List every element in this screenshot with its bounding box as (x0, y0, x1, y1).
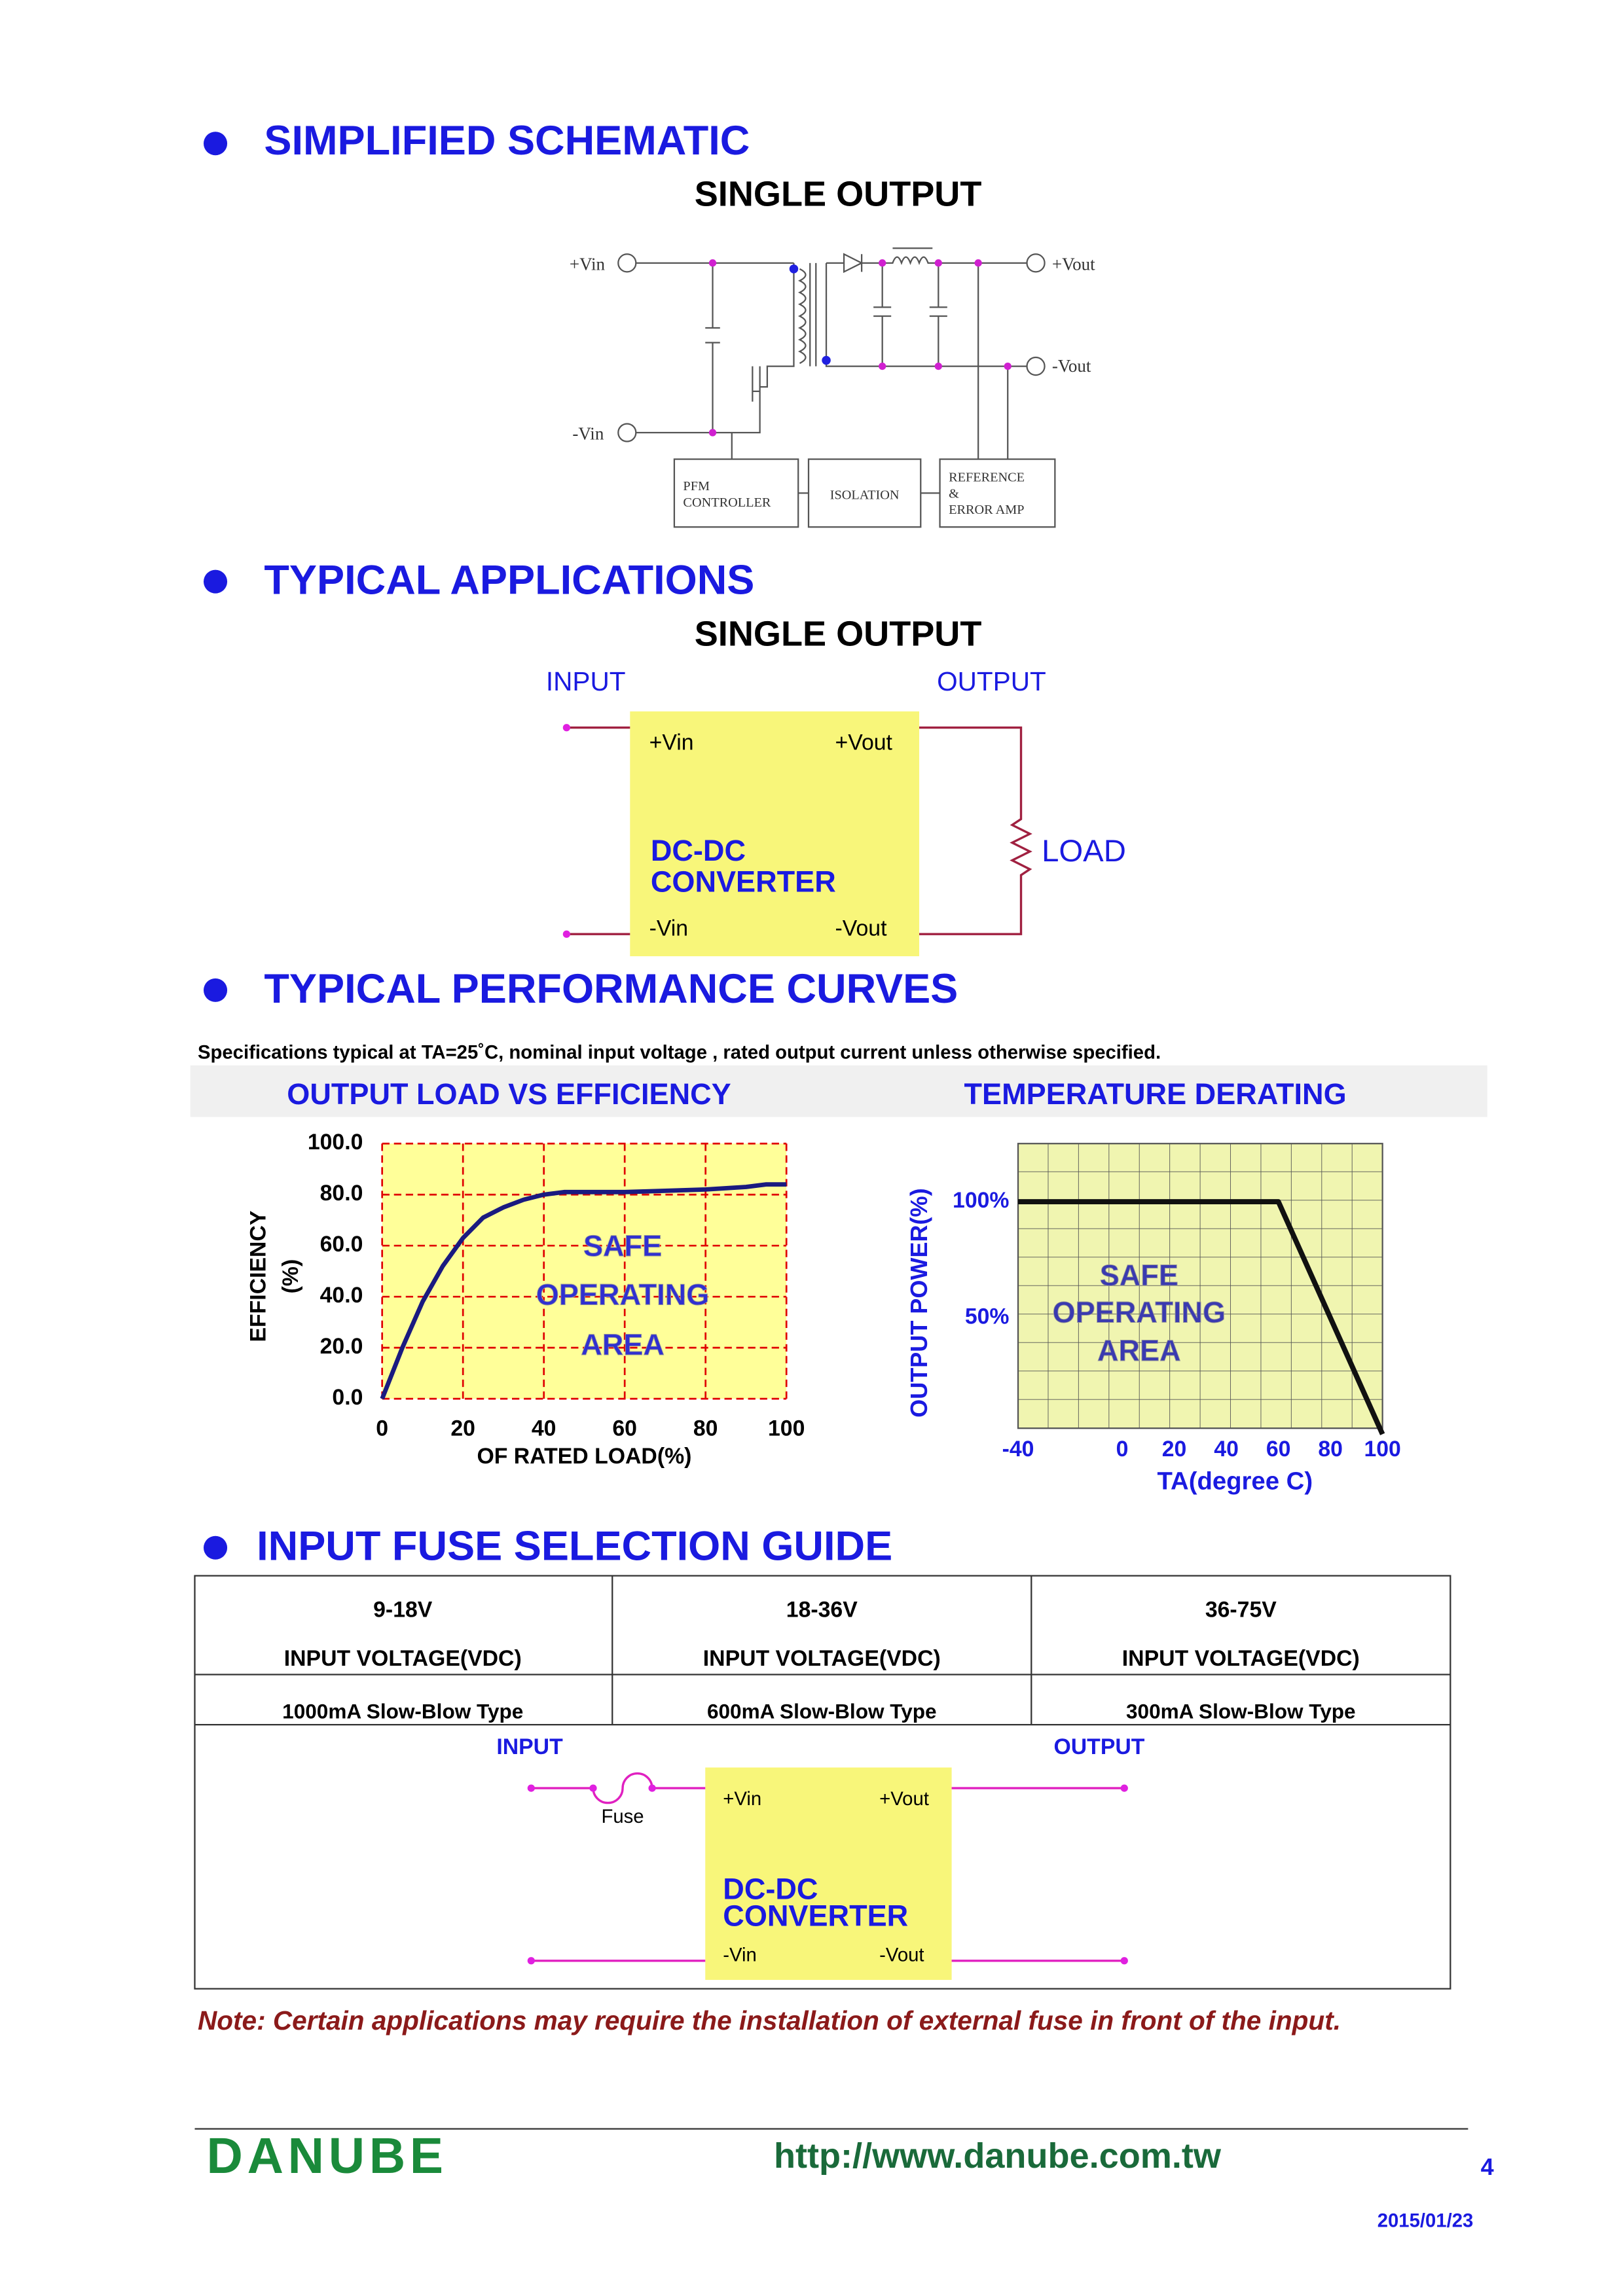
y-tick-label: 20.0 (320, 1334, 363, 1359)
pin-label: +Vout (879, 1788, 929, 1810)
y-tick-label: 0.0 (332, 1385, 363, 1410)
table-cell: 600mA Slow-Blow Type (707, 1699, 937, 1723)
table-cell: 300mA Slow-Blow Type (1126, 1699, 1356, 1723)
output-label: OUTPUT (937, 666, 1046, 696)
section-title: INPUT FUSE SELECTION GUIDE (257, 1524, 892, 1570)
block-label: REFERENCE (949, 471, 1025, 485)
pin-label: -Vin (572, 424, 604, 444)
subtitle: SINGLE OUTPUT (695, 614, 982, 653)
section-title: SIMPLIFIED SCHEMATIC (264, 118, 750, 164)
x-tick-label: 60 (1266, 1437, 1291, 1462)
converter-label: CONVERTER (651, 865, 836, 899)
y-tick-label: 100.0 (308, 1130, 363, 1155)
fuse-label: Fuse (601, 1806, 644, 1827)
y-tick-label: 60.0 (320, 1232, 363, 1257)
block-label: & (949, 486, 959, 501)
x-tick-label: 0 (376, 1416, 388, 1441)
brand: DANUBE (207, 2128, 448, 2184)
annotation: OPERATING (1053, 1296, 1226, 1329)
annotation: AREA (581, 1328, 665, 1361)
table-cell: 1000mA Slow-Blow Type (282, 1699, 523, 1723)
output-label: OUTPUT (1053, 1734, 1144, 1759)
fuse-note: Note: Certain applications may require t… (198, 2005, 1341, 2036)
y-axis-label: OUTPUT POWER(%) (905, 1188, 932, 1417)
derating-chart (1017, 1143, 1383, 1429)
annotation: AREA (1097, 1334, 1181, 1367)
subtitle: SINGLE OUTPUT (695, 175, 982, 214)
block-label: ISOLATION (830, 488, 900, 503)
table-header: INPUT VOLTAGE(VDC) (284, 1646, 522, 1671)
pin-label: -Vin (723, 1945, 757, 1966)
curve (380, 1182, 787, 1400)
date: 2015/01/23 (1377, 2210, 1474, 2231)
x-tick-label: 20 (1162, 1437, 1187, 1462)
annotation: SAFE (1100, 1259, 1178, 1292)
table-header: 18-36V (786, 1598, 858, 1623)
section-title: TYPICAL APPLICATIONS (264, 558, 754, 603)
application-diagram (562, 711, 1032, 957)
page-number: 4 (1481, 2153, 1494, 2180)
curve (1018, 1199, 1385, 1435)
converter-label: DC-DC (723, 1873, 818, 1906)
pin-label: +Vin (649, 730, 694, 755)
pin-label: -Vout (879, 1945, 924, 1966)
x-tick-label: 40 (532, 1416, 556, 1441)
spec-note: Specifications typical at TA=25˚C, nomin… (198, 1042, 1161, 1064)
y-axis-label: EFFICIENCY (246, 1211, 271, 1342)
x-axis-label: TA(degree C) (1157, 1467, 1313, 1496)
annotation: SAFE (583, 1229, 662, 1263)
pin-label: -Vin (649, 916, 689, 941)
x-tick-label: 20 (450, 1416, 475, 1441)
x-axis-label: OF RATED LOAD(%) (477, 1444, 691, 1469)
y-tick-label: 40.0 (320, 1283, 363, 1308)
pin-label: -Vout (1052, 356, 1091, 376)
efficiency-chart (381, 1142, 788, 1400)
x-tick-label: 100 (768, 1416, 805, 1441)
table-header: INPUT VOLTAGE(VDC) (1122, 1646, 1360, 1671)
block-label: PFM (683, 479, 710, 493)
pin-label: +Vin (723, 1788, 761, 1810)
table-header: INPUT VOLTAGE(VDC) (703, 1646, 941, 1671)
x-tick-label: 80 (1318, 1437, 1343, 1462)
pin-label: +Vin (570, 255, 606, 274)
load-label: LOAD (1042, 834, 1126, 869)
x-tick-label: 80 (693, 1416, 718, 1441)
x-tick-label: 40 (1214, 1437, 1239, 1462)
website: http://www.danube.com.tw (774, 2136, 1222, 2176)
band (190, 1065, 1487, 1117)
block-label: CONTROLLER (683, 495, 771, 510)
section-title: TYPICAL PERFORMANCE CURVES (264, 966, 958, 1012)
bullet (204, 978, 228, 1002)
x-tick-label: 60 (612, 1416, 637, 1441)
y-axis-label: (%) (278, 1259, 303, 1294)
input-label: INPUT (496, 1734, 563, 1759)
table-header: 9-18V (373, 1598, 433, 1623)
x-tick-label: 100 (1364, 1437, 1400, 1462)
y-tick-label: 100% (953, 1188, 1009, 1213)
y-tick-label: 80.0 (320, 1181, 363, 1206)
fuse-diagram (527, 1767, 1128, 1981)
bullet (204, 1535, 228, 1560)
pin-label: +Vout (835, 730, 893, 755)
converter-label: CONVERTER (723, 1899, 908, 1932)
pin-label: +Vout (1052, 255, 1095, 274)
annotation: OPERATING (536, 1278, 710, 1312)
block-label: ERROR AMP (949, 503, 1024, 517)
chart-title: TEMPERATURE DERATING (964, 1077, 1347, 1111)
bullet (204, 132, 228, 156)
y-tick-label: 50% (965, 1304, 1010, 1329)
converter-label: DC-DC (651, 834, 746, 867)
bullet (204, 569, 228, 594)
x-tick-label: -40 (1002, 1437, 1034, 1462)
table-header: 36-75V (1205, 1598, 1277, 1623)
fuse-table (194, 1575, 1451, 1990)
schematic-drawing (617, 247, 1056, 528)
pin-label: -Vout (835, 916, 888, 941)
input-label: INPUT (546, 666, 626, 696)
chart-title: OUTPUT LOAD VS EFFICIENCY (287, 1077, 731, 1111)
x-tick-label: 0 (1116, 1437, 1129, 1462)
